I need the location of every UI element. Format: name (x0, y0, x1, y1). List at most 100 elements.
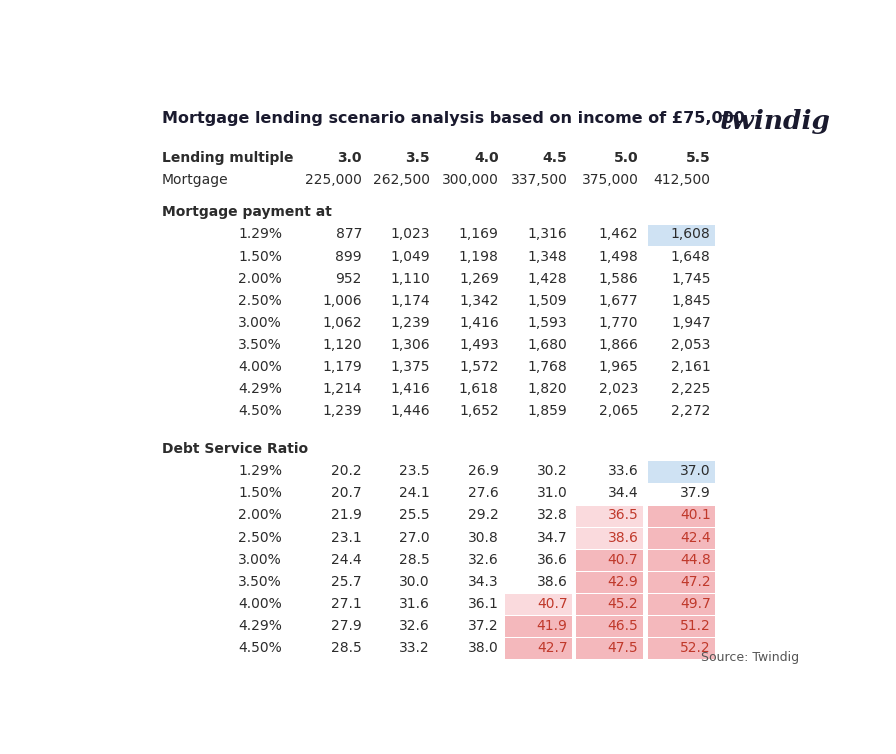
Text: 2,161: 2,161 (671, 360, 711, 374)
Text: 27.1: 27.1 (332, 596, 362, 611)
Text: 34.3: 34.3 (468, 575, 499, 589)
FancyBboxPatch shape (648, 616, 715, 637)
Text: 412,500: 412,500 (653, 173, 711, 187)
Text: 1,947: 1,947 (671, 316, 711, 329)
Text: 1,006: 1,006 (323, 293, 362, 308)
Text: 32.6: 32.6 (400, 619, 430, 633)
Text: 5.5: 5.5 (685, 151, 711, 165)
Text: 25.7: 25.7 (332, 575, 362, 589)
Text: Mortgage lending scenario analysis based on income of £75,000: Mortgage lending scenario analysis based… (162, 111, 745, 126)
Text: Mortgage payment at: Mortgage payment at (162, 205, 332, 219)
Text: 20.2: 20.2 (332, 464, 362, 478)
Text: 38.0: 38.0 (468, 641, 499, 655)
Text: 32.6: 32.6 (468, 553, 499, 566)
Text: 1,677: 1,677 (599, 293, 638, 308)
Text: 1,845: 1,845 (671, 293, 711, 308)
Text: 3.50%: 3.50% (238, 575, 282, 589)
FancyBboxPatch shape (576, 550, 642, 572)
FancyBboxPatch shape (648, 461, 715, 483)
Text: 32.8: 32.8 (537, 508, 567, 523)
Text: 4.00%: 4.00% (238, 596, 282, 611)
Text: 28.5: 28.5 (332, 641, 362, 655)
Text: 1,214: 1,214 (323, 382, 362, 396)
Text: 47.5: 47.5 (607, 641, 638, 655)
Text: 1,023: 1,023 (391, 228, 430, 241)
Text: 1.29%: 1.29% (238, 228, 282, 241)
Text: 2.00%: 2.00% (238, 271, 282, 286)
Text: 1,120: 1,120 (323, 338, 362, 352)
Text: 1,618: 1,618 (459, 382, 499, 396)
Text: 21.9: 21.9 (332, 508, 362, 523)
Text: 952: 952 (336, 271, 362, 286)
Text: 337,500: 337,500 (511, 173, 567, 187)
Text: 1,306: 1,306 (391, 338, 430, 352)
Text: 1,049: 1,049 (391, 250, 430, 264)
Text: 40.7: 40.7 (607, 553, 638, 566)
Text: 36.1: 36.1 (468, 596, 499, 611)
Text: 36.6: 36.6 (537, 553, 567, 566)
Text: 34.7: 34.7 (537, 531, 567, 544)
Text: 2.00%: 2.00% (238, 508, 282, 523)
Text: 20.7: 20.7 (332, 486, 362, 501)
Text: 1,680: 1,680 (528, 338, 567, 352)
Text: 3.00%: 3.00% (238, 553, 282, 566)
Text: 1,446: 1,446 (391, 404, 430, 418)
Text: 3.00%: 3.00% (238, 316, 282, 329)
Text: 1,745: 1,745 (671, 271, 711, 286)
FancyBboxPatch shape (648, 572, 715, 593)
Text: 1,608: 1,608 (671, 228, 711, 241)
Text: 29.2: 29.2 (468, 508, 499, 523)
Text: 4.29%: 4.29% (238, 619, 282, 633)
Text: 24.1: 24.1 (400, 486, 430, 501)
Text: 30.0: 30.0 (400, 575, 430, 589)
Text: 31.0: 31.0 (537, 486, 567, 501)
Text: 1,316: 1,316 (528, 228, 567, 241)
Text: 4.0: 4.0 (474, 151, 499, 165)
FancyBboxPatch shape (648, 638, 715, 660)
Text: 27.0: 27.0 (400, 531, 430, 544)
Text: 1,110: 1,110 (391, 271, 430, 286)
Text: 1,428: 1,428 (528, 271, 567, 286)
FancyBboxPatch shape (648, 528, 715, 549)
FancyBboxPatch shape (576, 506, 642, 527)
Text: 1.50%: 1.50% (238, 250, 282, 264)
Text: 47.2: 47.2 (680, 575, 711, 589)
FancyBboxPatch shape (576, 638, 642, 660)
Text: 33.6: 33.6 (607, 464, 638, 478)
Text: 28.5: 28.5 (400, 553, 430, 566)
Text: 375,000: 375,000 (582, 173, 638, 187)
Text: Debt Service Ratio: Debt Service Ratio (162, 443, 308, 456)
Text: 45.2: 45.2 (607, 596, 638, 611)
Text: 23.1: 23.1 (332, 531, 362, 544)
FancyBboxPatch shape (576, 572, 642, 593)
Text: 2,065: 2,065 (599, 404, 638, 418)
Text: 2,053: 2,053 (671, 338, 711, 352)
Text: 38.6: 38.6 (537, 575, 567, 589)
FancyBboxPatch shape (576, 594, 642, 615)
Text: 30.8: 30.8 (468, 531, 499, 544)
Text: 36.5: 36.5 (607, 508, 638, 523)
Text: 1,269: 1,269 (459, 271, 499, 286)
Text: 4.00%: 4.00% (238, 360, 282, 374)
Text: Lending multiple: Lending multiple (162, 151, 294, 165)
Text: 1,342: 1,342 (460, 293, 499, 308)
FancyBboxPatch shape (648, 225, 715, 246)
Text: 2.50%: 2.50% (238, 293, 282, 308)
Text: 3.0: 3.0 (338, 151, 362, 165)
Text: 1,593: 1,593 (528, 316, 567, 329)
Text: 27.9: 27.9 (332, 619, 362, 633)
Text: 1,239: 1,239 (323, 404, 362, 418)
Text: 41.9: 41.9 (537, 619, 567, 633)
Text: 899: 899 (335, 250, 362, 264)
Text: 23.5: 23.5 (400, 464, 430, 478)
Text: 51.2: 51.2 (680, 619, 711, 633)
Text: 42.7: 42.7 (537, 641, 567, 655)
Text: 1,859: 1,859 (528, 404, 567, 418)
Text: 1,572: 1,572 (460, 360, 499, 374)
FancyBboxPatch shape (505, 594, 572, 615)
Text: 34.4: 34.4 (607, 486, 638, 501)
Text: 1,866: 1,866 (599, 338, 638, 352)
Text: 46.5: 46.5 (607, 619, 638, 633)
Text: Source: Twindig: Source: Twindig (702, 651, 799, 664)
Text: 3.5: 3.5 (405, 151, 430, 165)
